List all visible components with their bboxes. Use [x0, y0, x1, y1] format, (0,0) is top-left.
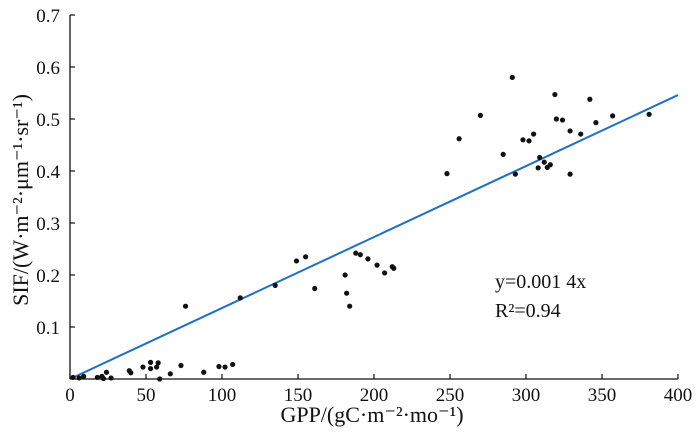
x-tick-label: 200 [360, 385, 389, 406]
y-tick-label: 0.3 [36, 214, 60, 235]
data-point [541, 159, 547, 165]
data-point [312, 285, 318, 292]
data-point [353, 250, 359, 256]
data-point [108, 375, 114, 381]
data-point [537, 154, 543, 161]
data-point [646, 111, 652, 117]
data-point [559, 117, 566, 123]
data-point [344, 290, 350, 296]
data-point [365, 256, 371, 262]
data-point [526, 138, 532, 144]
data-point [520, 137, 526, 143]
x-tick-label: 250 [436, 385, 465, 406]
x-tick-label: 100 [208, 385, 237, 406]
data-point [357, 252, 363, 258]
y-tick-label: 0.1 [36, 318, 60, 339]
data-point [155, 360, 161, 366]
regression-line [74, 94, 679, 378]
x-tick-label: 350 [588, 385, 617, 406]
data-point [512, 171, 518, 177]
data-point [76, 375, 82, 381]
data-point [567, 171, 573, 177]
plot-area [70, 74, 679, 382]
data-point [552, 91, 558, 98]
data-point [587, 96, 593, 102]
x-tick-label: 50 [137, 385, 156, 406]
x-tick-label: 300 [512, 385, 541, 406]
data-point [567, 128, 573, 134]
data-point [593, 120, 599, 126]
data-point [147, 359, 154, 365]
x-tick-label: 400 [664, 385, 693, 406]
data-point [81, 373, 87, 379]
data-point [578, 131, 584, 137]
y-axis-title: SIF/(W·m⁻²·μm⁻¹·sr⁻¹) [8, 94, 33, 306]
y-tick-label: 0.4 [36, 162, 60, 183]
y-tick-label: 0.5 [36, 110, 60, 131]
fit-equation: y=0.001 4x [495, 271, 586, 293]
data-point [222, 364, 228, 370]
data-point [178, 362, 184, 369]
data-point [342, 272, 348, 278]
data-point [610, 113, 616, 119]
data-point [444, 171, 450, 177]
data-point [216, 363, 222, 370]
data-point [230, 361, 236, 368]
x-axis-title: GPP/(gC·m⁻²·mo⁻¹) [280, 402, 463, 427]
data-point [140, 364, 146, 370]
data-point [147, 366, 154, 372]
data-point [391, 265, 397, 271]
r-squared: R²=0.94 [495, 300, 561, 322]
data-point [303, 254, 309, 260]
data-point [535, 165, 541, 171]
data-point [237, 295, 243, 301]
y-tick-label: 0.6 [36, 58, 60, 79]
data-point [272, 282, 278, 288]
data-point [531, 131, 537, 137]
y-tick-label: 0.2 [36, 266, 60, 287]
data-point [382, 270, 388, 276]
data-point [201, 369, 207, 375]
data-point [154, 364, 160, 370]
data-point [128, 370, 134, 376]
data-point [347, 303, 353, 309]
x-tick-label: 150 [284, 385, 313, 406]
y-tick-label: 0.7 [36, 6, 60, 27]
data-point [456, 136, 462, 142]
data-point [477, 112, 483, 118]
x-tick-label: 0 [65, 385, 75, 406]
data-point [553, 116, 560, 122]
data-point [293, 258, 300, 264]
data-point [500, 151, 506, 157]
data-point [544, 164, 550, 170]
data-point [509, 74, 515, 80]
data-point [182, 303, 189, 309]
data-point [374, 262, 380, 268]
data-point [103, 369, 110, 375]
data-point [167, 371, 173, 377]
